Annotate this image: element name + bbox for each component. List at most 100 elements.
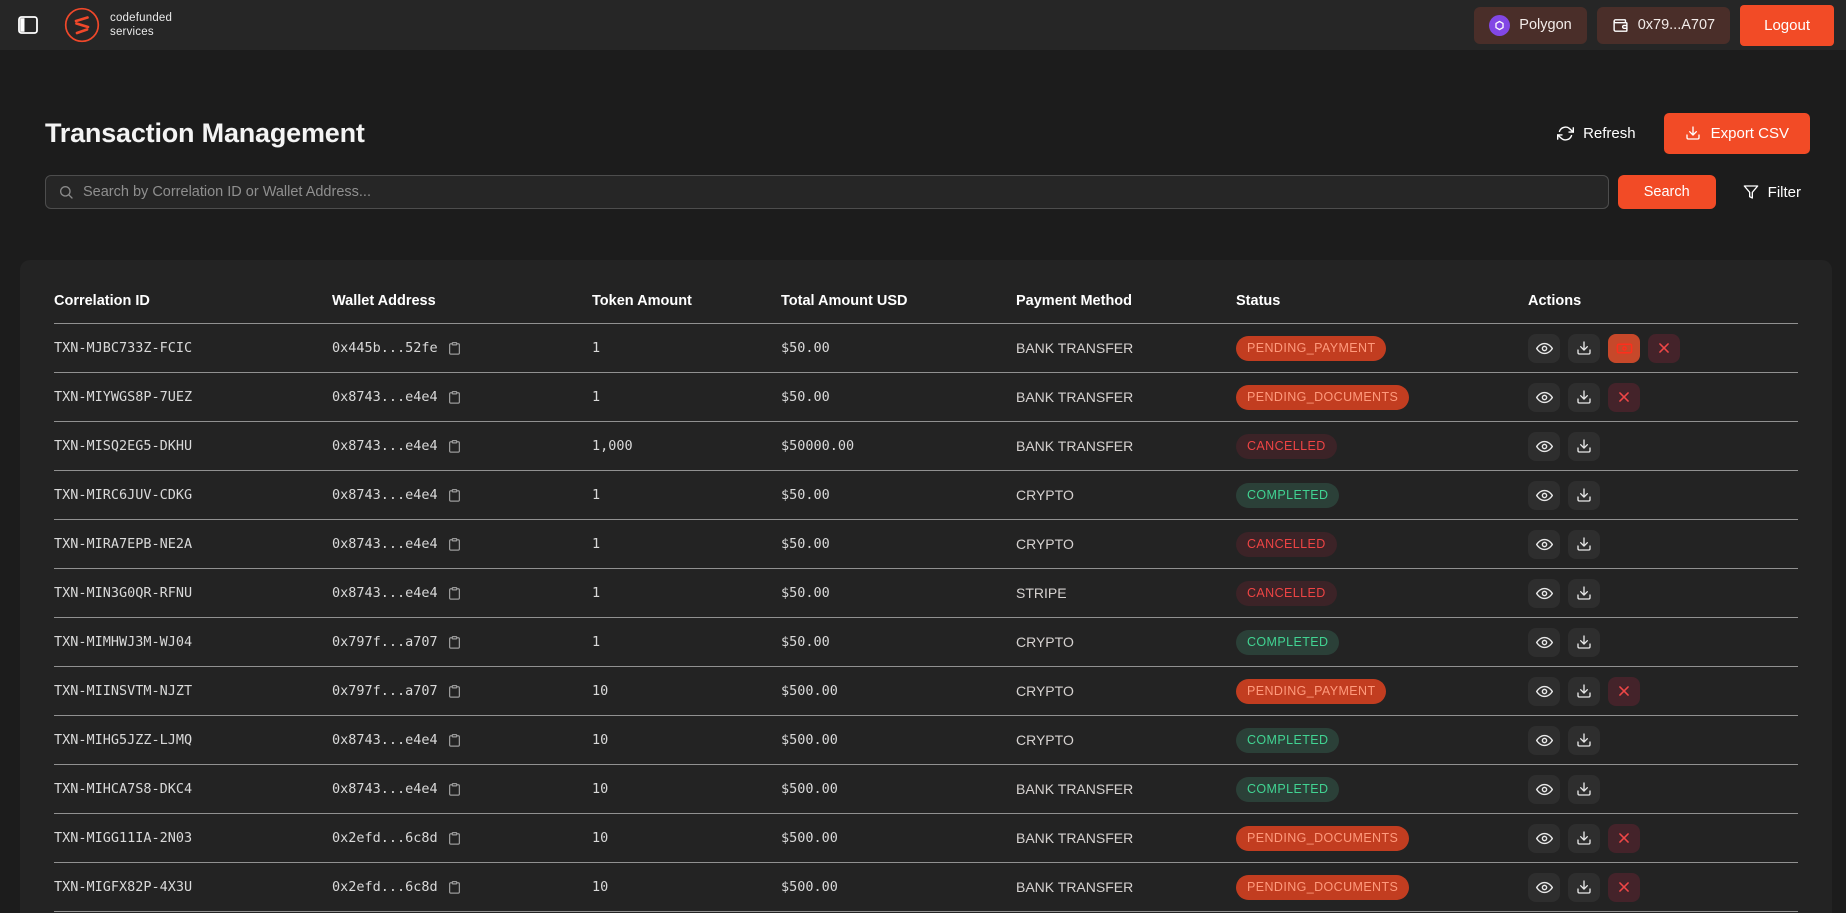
- download-button[interactable]: [1568, 481, 1600, 510]
- download-button[interactable]: [1568, 775, 1600, 804]
- export-csv-button[interactable]: Export CSV: [1664, 113, 1810, 154]
- copy-icon[interactable]: [447, 439, 462, 454]
- wallet-address-text: 0x797f...a707: [332, 634, 438, 650]
- total-amount-usd: $500.00: [781, 830, 1016, 846]
- x-icon: [1617, 831, 1631, 845]
- view-button[interactable]: [1528, 628, 1560, 657]
- correlation-id: TXN-MIRC6JUV-CDKG: [54, 487, 332, 503]
- total-amount-usd: $50.00: [781, 340, 1016, 356]
- copy-icon[interactable]: [447, 684, 462, 699]
- cancel-button[interactable]: [1608, 873, 1640, 902]
- refresh-button[interactable]: Refresh: [1557, 125, 1636, 142]
- x-icon: [1617, 880, 1631, 894]
- copy-icon[interactable]: [447, 488, 462, 503]
- table-row: TXN-MIHCA7S8-DKC40x8743...e4e410$500.00B…: [54, 765, 1798, 814]
- copy-icon[interactable]: [447, 880, 462, 895]
- status-badge: CANCELLED: [1236, 581, 1337, 606]
- token-amount: 1: [592, 487, 781, 503]
- download-button[interactable]: [1568, 677, 1600, 706]
- wallet-address-text: 0x8743...e4e4: [332, 732, 438, 748]
- copy-icon[interactable]: [447, 586, 462, 601]
- download-button[interactable]: [1568, 873, 1600, 902]
- table-row: TXN-MJBC733Z-FCIC0x445b...52fe1$50.00BAN…: [54, 324, 1798, 373]
- brand-name: codefunded services: [110, 11, 172, 40]
- view-button[interactable]: [1528, 481, 1560, 510]
- column-header: Token Amount: [592, 293, 781, 309]
- copy-icon[interactable]: [447, 341, 462, 356]
- download-button[interactable]: [1568, 530, 1600, 559]
- copy-icon[interactable]: [447, 635, 462, 650]
- correlation-id: TXN-MIYWGS8P-7UEZ: [54, 389, 332, 405]
- search-icon: [58, 184, 74, 200]
- download-icon: [1685, 125, 1701, 141]
- status-cell: COMPLETED: [1236, 483, 1528, 508]
- view-button[interactable]: [1528, 677, 1560, 706]
- eye-icon: [1536, 879, 1553, 896]
- download-button[interactable]: [1568, 432, 1600, 461]
- view-button[interactable]: [1528, 824, 1560, 853]
- row-actions: [1528, 334, 1798, 363]
- search-input[interactable]: [83, 184, 1596, 200]
- logout-button[interactable]: Logout: [1740, 5, 1834, 46]
- download-icon: [1576, 830, 1592, 846]
- view-button[interactable]: [1528, 726, 1560, 755]
- download-button[interactable]: [1568, 383, 1600, 412]
- download-icon: [1576, 585, 1592, 601]
- transactions-table: Correlation IDWallet AddressToken Amount…: [20, 260, 1832, 913]
- cancel-button[interactable]: [1608, 824, 1640, 853]
- view-button[interactable]: [1528, 775, 1560, 804]
- row-actions: [1528, 579, 1798, 608]
- panel-left-icon: [16, 13, 40, 37]
- correlation-id: TXN-MIN3G0QR-RFNU: [54, 585, 332, 601]
- row-actions: [1528, 677, 1798, 706]
- status-badge: PENDING_DOCUMENTS: [1236, 385, 1409, 410]
- copy-icon[interactable]: [447, 782, 462, 797]
- page-title: Transaction Management: [45, 118, 365, 149]
- table-row: TXN-MIGFX82P-4X3U0x2efd...6c8d10$500.00B…: [54, 863, 1798, 912]
- status-badge: COMPLETED: [1236, 728, 1339, 753]
- status-badge: COMPLETED: [1236, 483, 1339, 508]
- cancel-button[interactable]: [1608, 677, 1640, 706]
- status-badge: PENDING_PAYMENT: [1236, 336, 1386, 361]
- network-pill[interactable]: Polygon: [1474, 7, 1586, 44]
- view-button[interactable]: [1528, 334, 1560, 363]
- status-badge: CANCELLED: [1236, 434, 1337, 459]
- download-button[interactable]: [1568, 824, 1600, 853]
- download-icon: [1576, 879, 1592, 895]
- view-button[interactable]: [1528, 579, 1560, 608]
- table-row: TXN-MISQ2EG5-DKHU0x8743...e4e41,000$5000…: [54, 422, 1798, 471]
- payment-method: BANK TRANSFER: [1016, 830, 1236, 846]
- copy-icon[interactable]: [447, 390, 462, 405]
- wallet-address: 0x8743...e4e4: [332, 438, 592, 454]
- eye-icon: [1536, 585, 1553, 602]
- eye-icon: [1536, 732, 1553, 749]
- table-row: TXN-MIHG5JZZ-LJMQ0x8743...e4e410$500.00C…: [54, 716, 1798, 765]
- table-row: TXN-MIINSVTM-NJZT0x797f...a70710$500.00C…: [54, 667, 1798, 716]
- sidebar-toggle-button[interactable]: [14, 11, 42, 39]
- eye-icon: [1536, 438, 1553, 455]
- search-button[interactable]: Search: [1618, 175, 1716, 209]
- view-button[interactable]: [1528, 432, 1560, 461]
- download-button[interactable]: [1568, 334, 1600, 363]
- wallet-address-pill[interactable]: 0x79...A707: [1597, 7, 1730, 44]
- copy-icon[interactable]: [447, 733, 462, 748]
- table-row: TXN-MIGG11IA-2N030x2efd...6c8d10$500.00B…: [54, 814, 1798, 863]
- download-button[interactable]: [1568, 579, 1600, 608]
- copy-icon[interactable]: [447, 537, 462, 552]
- view-button[interactable]: [1528, 530, 1560, 559]
- payment-method: BANK TRANSFER: [1016, 340, 1236, 356]
- download-button[interactable]: [1568, 726, 1600, 755]
- filter-label: Filter: [1768, 184, 1801, 201]
- download-button[interactable]: [1568, 628, 1600, 657]
- pay-button[interactable]: [1608, 334, 1640, 363]
- wallet-address-text: 0x2efd...6c8d: [332, 879, 438, 895]
- status-cell: PENDING_PAYMENT: [1236, 336, 1528, 361]
- cancel-button[interactable]: [1608, 383, 1640, 412]
- cancel-button[interactable]: [1648, 334, 1680, 363]
- token-amount: 1: [592, 389, 781, 405]
- token-amount: 10: [592, 683, 781, 699]
- view-button[interactable]: [1528, 383, 1560, 412]
- filter-button[interactable]: Filter: [1743, 184, 1801, 201]
- view-button[interactable]: [1528, 873, 1560, 902]
- copy-icon[interactable]: [447, 831, 462, 846]
